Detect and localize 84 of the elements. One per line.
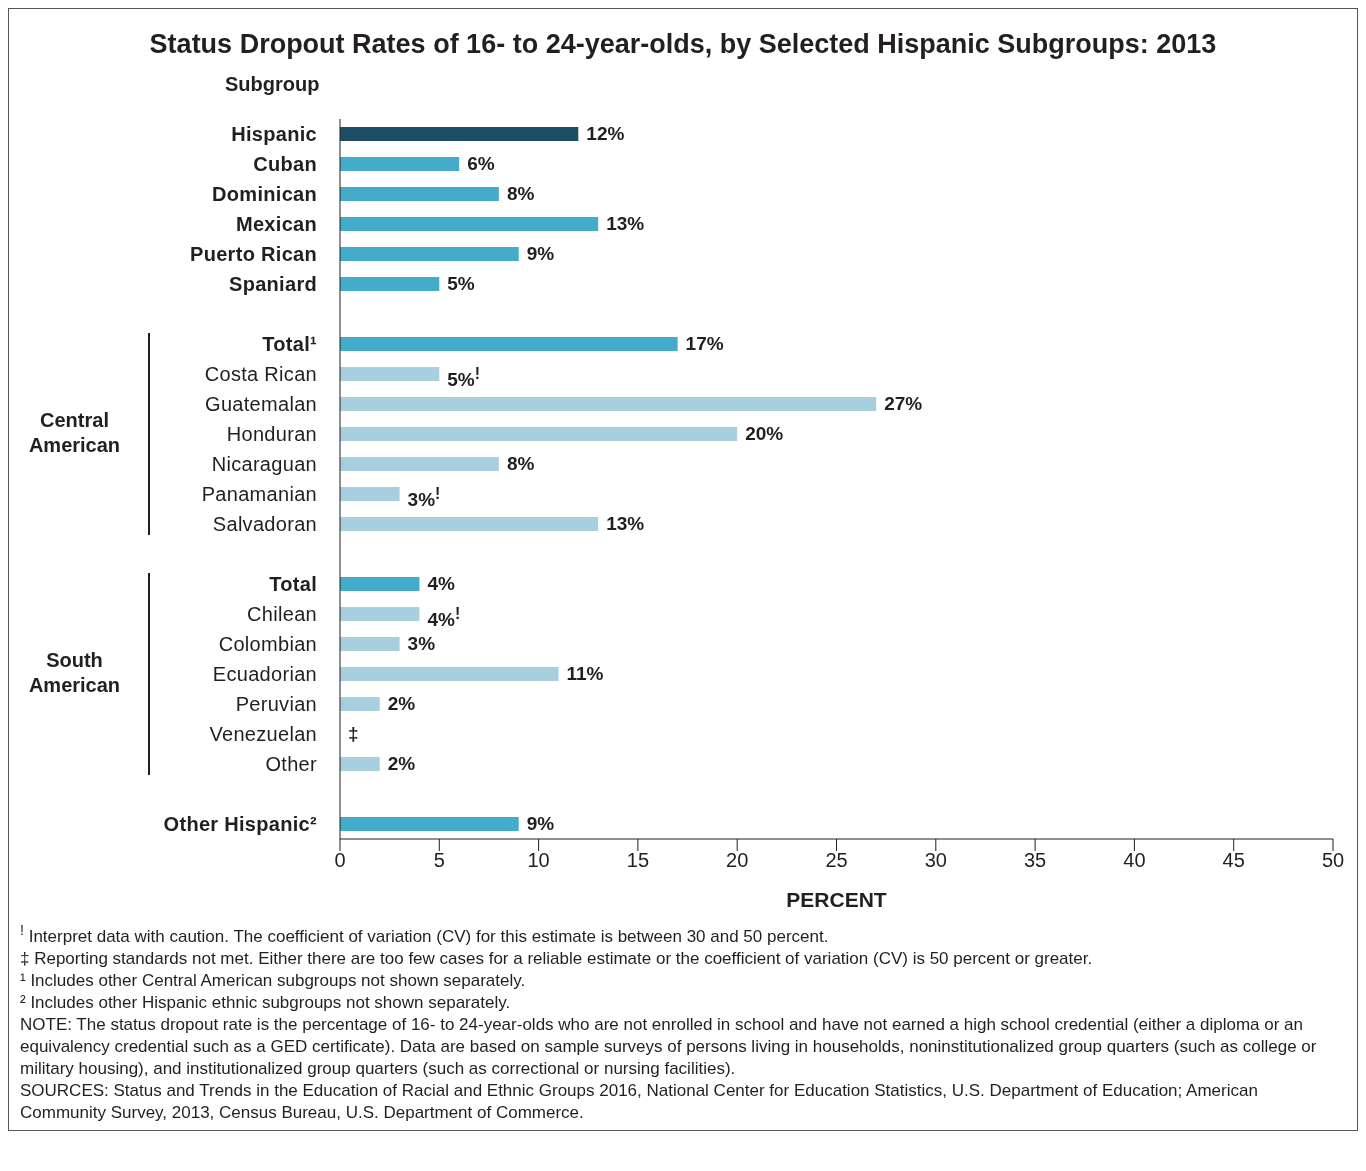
bar	[340, 697, 380, 712]
bar	[340, 127, 579, 142]
x-tick-label: 25	[825, 849, 848, 872]
x-tick-label: 15	[626, 849, 650, 872]
data-label: 2%	[387, 692, 416, 716]
y-tick-label: Other	[265, 753, 318, 775]
bar	[340, 667, 559, 682]
text: ² Includes other Hispanic ethnic subgroups not shown separately.	[20, 991, 512, 1014]
data-label: 13%	[606, 212, 645, 236]
y-tick-label: Salvadoran	[212, 513, 317, 535]
y-tick-label: Chilean	[247, 603, 317, 625]
y-tick-label: Honduran	[226, 423, 317, 445]
x-axis-title: PERCENT	[786, 888, 887, 911]
data-label: 9%	[526, 242, 555, 266]
bar	[340, 427, 738, 442]
y-tick-label: Guatemalan	[205, 393, 317, 415]
y-tick-label: Total	[269, 573, 317, 595]
text: Central American	[27, 408, 122, 458]
data-label: 2%	[387, 752, 416, 776]
text: NOTE: The status dropout rate is the percentage of 16- to 24-year-olds who are not enrolled in school and have not earned a high school credential (either a diploma or an equivalency credential such as a GED certificate). Data are based on sample surveys of persons living in households, noninstitutionalized group quarters (such as college or military housing), and institutionalized group quarters (such as correctional or nursing facilities).	[20, 1013, 1318, 1080]
source-note: SOURCES: Status and Trends in the Education of Racial and Ethnic Groups 2016, National Center for Education Statistics, U.S. Department of Education; American Community Survey, 2013, Census Bureau, U.S. Department of Commerce.	[20, 1079, 1259, 1124]
x-tick-label: 5	[433, 849, 445, 872]
y-tick-label: Panamanian	[201, 483, 317, 505]
y-tick-label: Mexican	[235, 213, 317, 235]
bar	[340, 187, 499, 202]
data-label: 4%	[427, 572, 455, 596]
data-label: 3%	[407, 632, 436, 656]
x-tick-label: 50	[1321, 849, 1345, 872]
x-tick-label: 45	[1222, 849, 1245, 872]
y-tick-label: Dominican	[212, 183, 317, 205]
x-tick-label: 0	[334, 849, 346, 872]
data-label: 4%$^{!}$	[427, 604, 461, 633]
text: South American	[27, 648, 122, 698]
bar	[340, 517, 599, 532]
bar	[340, 817, 519, 832]
x-tick-label: 30	[924, 849, 947, 872]
data-label: 27%	[884, 392, 923, 416]
bar	[340, 457, 499, 472]
bar	[340, 607, 420, 622]
text: ¹ Includes other Central American subgroups not shown separately.	[20, 969, 527, 992]
y-tick-label: Colombian	[218, 633, 317, 655]
x-tick-label: 35	[1023, 849, 1047, 872]
bar	[340, 337, 678, 352]
data-label: 5%$^{!}$	[447, 364, 481, 393]
bar	[340, 757, 380, 772]
y-tick-label: Hispanic	[231, 123, 317, 145]
y-tick-label: Cuban	[253, 153, 317, 175]
bar	[340, 247, 519, 262]
bar	[340, 487, 400, 502]
y-tick-label: Nicaraguan	[211, 453, 317, 475]
text: $^{!}$ Interpret data with caution. The coefficient of variation (CV) for this estimate is between 30 and 50 percent.	[20, 921, 830, 948]
y-tick-label: Costa Rican	[204, 363, 317, 385]
text: ‡	[348, 723, 359, 744]
data-label: 20%	[745, 422, 784, 446]
data-label: 12%	[586, 122, 625, 146]
data-label: 9%	[526, 812, 555, 836]
bar	[340, 157, 460, 172]
bar	[340, 637, 400, 652]
bar	[340, 367, 440, 382]
text: ‡ Reporting standards not met. Either there are too few cases for a reliable estimate or the coefficient of variation (CV) is 50 percent or greater.	[20, 947, 1094, 970]
y-tick-label: Ecuadorian	[212, 663, 317, 685]
bar	[340, 217, 599, 232]
data-label: 6%	[467, 152, 495, 176]
data-label: 8%	[506, 452, 535, 476]
bar	[340, 397, 877, 412]
x-tick-label: 10	[527, 849, 550, 872]
bar	[340, 577, 420, 592]
x-tick-label: 20	[726, 849, 749, 872]
data-label: 17%	[685, 332, 724, 356]
bar	[340, 277, 440, 292]
data-label: 5%	[447, 272, 475, 296]
data-label: 13%	[606, 512, 645, 536]
chart-title: Status Dropout Rates of 16- to 24-year-olds, by Selected Hispanic Subgroups: 2013	[148, 28, 1218, 61]
data-label: 8%	[506, 182, 535, 206]
y-tick-label: Spaniard	[229, 273, 317, 295]
y-tick-label: Peruvian	[235, 693, 317, 715]
y-axis-title: Subgroup	[225, 73, 320, 96]
data-label: 11%	[566, 662, 604, 686]
y-tick-label: Puerto Rican	[190, 243, 317, 265]
y-tick-label: Total¹	[262, 333, 318, 355]
data-label: 3%$^{!}$	[407, 484, 441, 513]
y-tick-label: Other Hispanic²	[163, 813, 318, 835]
x-tick-label: 40	[1123, 849, 1146, 872]
y-tick-label: Venezuelan	[209, 723, 317, 745]
